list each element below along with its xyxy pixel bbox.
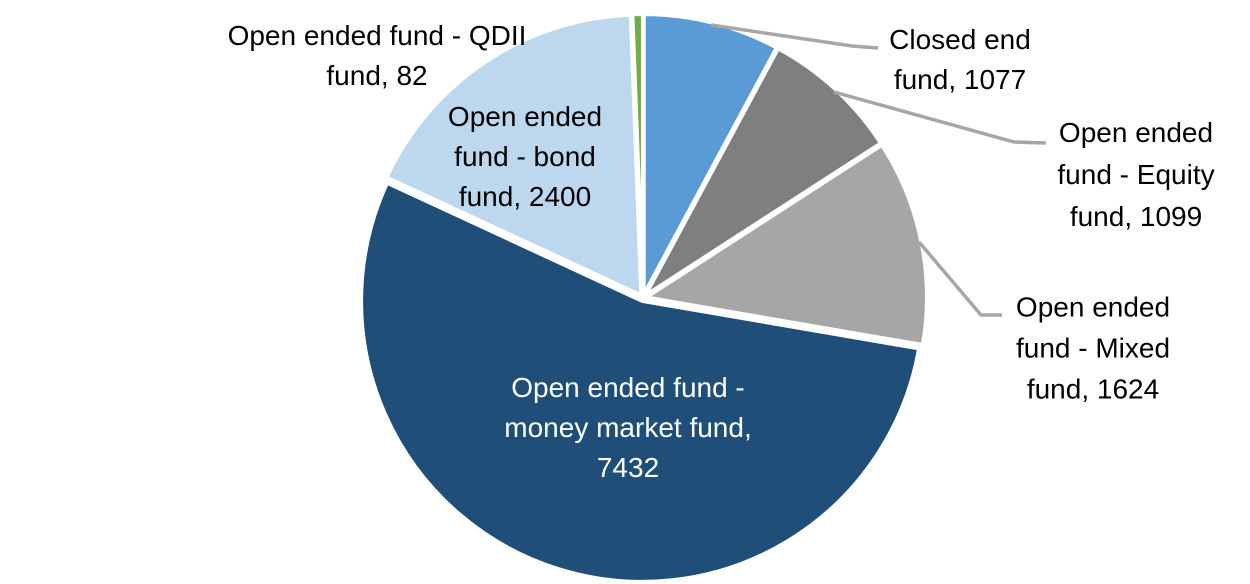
label-line: Closed end — [889, 24, 1031, 55]
label-line: Open ended — [447, 101, 603, 132]
leader-line-open-ended-fund-equity-fund — [833, 90, 1047, 145]
label-open-ended-fund-qdii-fund: Open ended fund - QDII fund, 82 — [228, 16, 527, 96]
label-line: Open ended fund - — [511, 372, 745, 403]
pie-slice-open-ended-fund-equity-fund — [643, 46, 884, 298]
leader-line-closed-end-fund — [710, 23, 879, 50]
pie-slice-open-ended-fund-bond-fund — [384, 12, 644, 298]
label-line: money market fund, — [504, 412, 752, 443]
label-line: fund, 1099 — [1069, 201, 1203, 232]
label-line: fund, 1077 — [893, 64, 1027, 95]
label-open-ended-fund-equity-fund: Open ended fund - Equity fund, 1099 — [1057, 112, 1214, 238]
label-line: fund - Mixed — [1015, 332, 1171, 364]
label-open-ended-fund-money-market-fund: Open ended fund - money market fund, 743… — [504, 368, 751, 488]
label-closed-end-fund: Closed end fund, 1077 — [889, 20, 1031, 100]
label-line: 7432 — [596, 452, 660, 483]
label-line: Open ended — [1015, 291, 1171, 323]
label-line: Open ended fund - QDII — [227, 20, 527, 51]
pie-slice-open-ended-fund-qdii-fund — [630, 12, 645, 298]
label-line: fund, 1624 — [1026, 373, 1160, 405]
pie-slice-open-ended-fund-money-market-fund — [359, 180, 922, 584]
label-open-ended-fund-bond-fund: Open ended fund - bond fund, 2400 — [448, 97, 602, 217]
label-line: fund, 82 — [326, 60, 428, 91]
pie-slice-closed-end-fund — [641, 12, 779, 298]
pie-slice-open-ended-fund-mixed-fund — [643, 142, 929, 347]
label-open-ended-fund-mixed-fund: Open ended fund - Mixed fund, 1624 — [1016, 287, 1170, 410]
label-line: fund, 2400 — [458, 181, 592, 212]
label-line: Open ended — [1058, 117, 1214, 148]
label-line: fund - bond — [454, 141, 596, 172]
leader-line-open-ended-fund-mixed-fund — [917, 240, 1002, 317]
label-line: fund - Equity — [1057, 159, 1215, 190]
